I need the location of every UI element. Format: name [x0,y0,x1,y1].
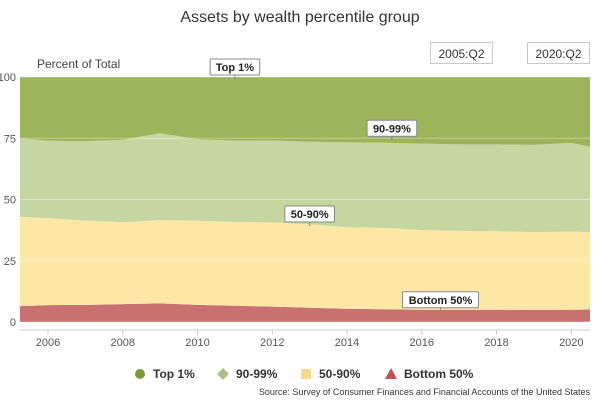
area-50-90- [20,216,590,310]
chart-title: Assets by wealth percentile group [180,9,419,26]
legend-item-bottom-50-[interactable]: Bottom 50% [385,367,474,381]
area-top-1- [20,77,590,147]
x-tick-label-2018: 2018 [484,337,508,349]
annotation-bottom-50-: Bottom 50% [409,295,473,307]
legend-marker-50-90--icon [301,369,311,379]
x-tick-label-2014: 2014 [335,337,359,349]
range-start-button[interactable]: 2005:Q2 [430,42,493,64]
y-tick-label-50: 50 [4,195,16,207]
y-tick-label-0: 0 [10,317,16,329]
x-tick-label-2008: 2008 [111,337,135,349]
legend-marker-top-1--icon [135,369,145,379]
legend-marker-bottom-50--icon [385,368,397,379]
annotation-top-1-: Top 1% [216,62,255,74]
area-layers [20,77,590,322]
area-90-99- [20,133,590,233]
legend-label-top-1-: Top 1% [153,367,195,381]
source-note: Source: Survey of Consumer Finances and … [259,387,591,397]
x-tick-label-2006: 2006 [36,337,60,349]
y-tick-label-100: 100 [0,72,16,84]
legend-marker-90-99--icon [217,368,229,380]
legend-label-50-90-: 50-90% [319,367,361,381]
x-tick-label-2020: 2020 [559,337,583,349]
y-axis-label: Percent of Total [37,57,120,71]
area-bottom-50- [20,303,590,322]
legend-label-90-99-: 90-99% [236,367,278,381]
x-tick-label-2016: 2016 [410,337,434,349]
range-end-button[interactable]: 2020:Q2 [527,42,590,64]
annotation-90-99-: 90-99% [373,123,411,135]
annotation-50-90-: 50-90% [291,209,329,221]
legend-label-bottom-50-: Bottom 50% [404,367,474,381]
y-tick-label-75: 75 [4,133,16,145]
y-tick-label-25: 25 [4,256,16,268]
legend: Top 1% 90-99% 50-90% Bottom 50% [135,367,474,381]
legend-item-top-1-[interactable]: Top 1% [135,367,195,381]
legend-item-50-90-[interactable]: 50-90% [301,367,361,381]
x-tick-label-2012: 2012 [260,337,284,349]
legend-item-90-99-[interactable]: 90-99% [217,367,278,381]
x-tick-label-2010: 2010 [185,337,209,349]
